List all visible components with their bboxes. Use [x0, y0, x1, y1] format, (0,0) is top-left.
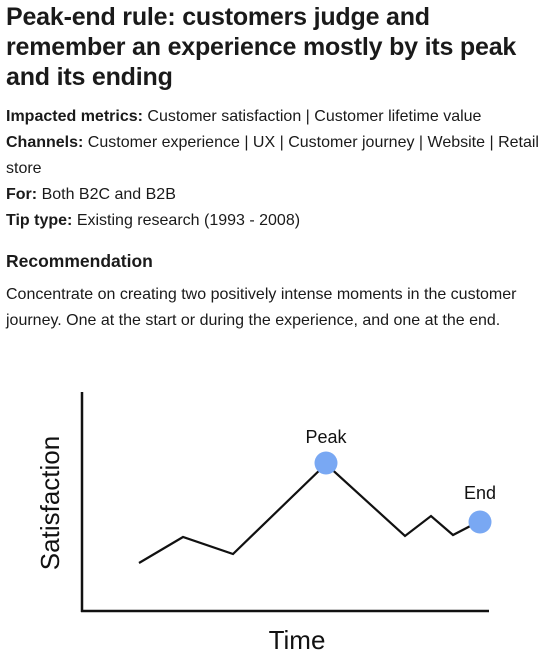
meta-value: Customer experience | UX | Customer jour… [6, 134, 539, 177]
x-axis-label: Time [269, 625, 326, 655]
meta-label: Impacted metrics: [6, 108, 143, 125]
illustration: Peak End Satisfaction Time [35, 392, 496, 655]
recommendation-text: Concentrate on creating two positively i… [6, 286, 517, 329]
end-label: End [464, 483, 496, 503]
meta-label: Tip type: [6, 212, 73, 229]
title: Peak-end rule: customers judge and remem… [6, 3, 517, 91]
peak-dot [314, 451, 338, 475]
meta-row: Tip type: Existing research (1993 - 2008… [6, 208, 549, 234]
meta-label: Channels: [6, 134, 84, 151]
meta-value: Customer satisfaction | Customer lifetim… [147, 108, 482, 125]
document: Peak-end rule: customers judge and remem… [6, 3, 549, 329]
end-dot [468, 510, 492, 534]
meta-row: For: Both B2C and B2B [6, 182, 549, 208]
y-axis-label: Satisfaction [35, 436, 65, 570]
meta-value: Both B2C and B2B [41, 186, 176, 203]
meta-value: Existing research (1993 - 2008) [76, 212, 301, 229]
meta-row: Impacted metrics: Customer satisfaction … [6, 104, 549, 130]
peak-label: Peak [305, 427, 347, 447]
section-heading: Recommendation [6, 251, 153, 271]
meta-label: For: [6, 186, 38, 203]
meta-row: Channels: Customer experience | UX | Cus… [6, 130, 549, 182]
satisfaction-line [138, 462, 481, 564]
